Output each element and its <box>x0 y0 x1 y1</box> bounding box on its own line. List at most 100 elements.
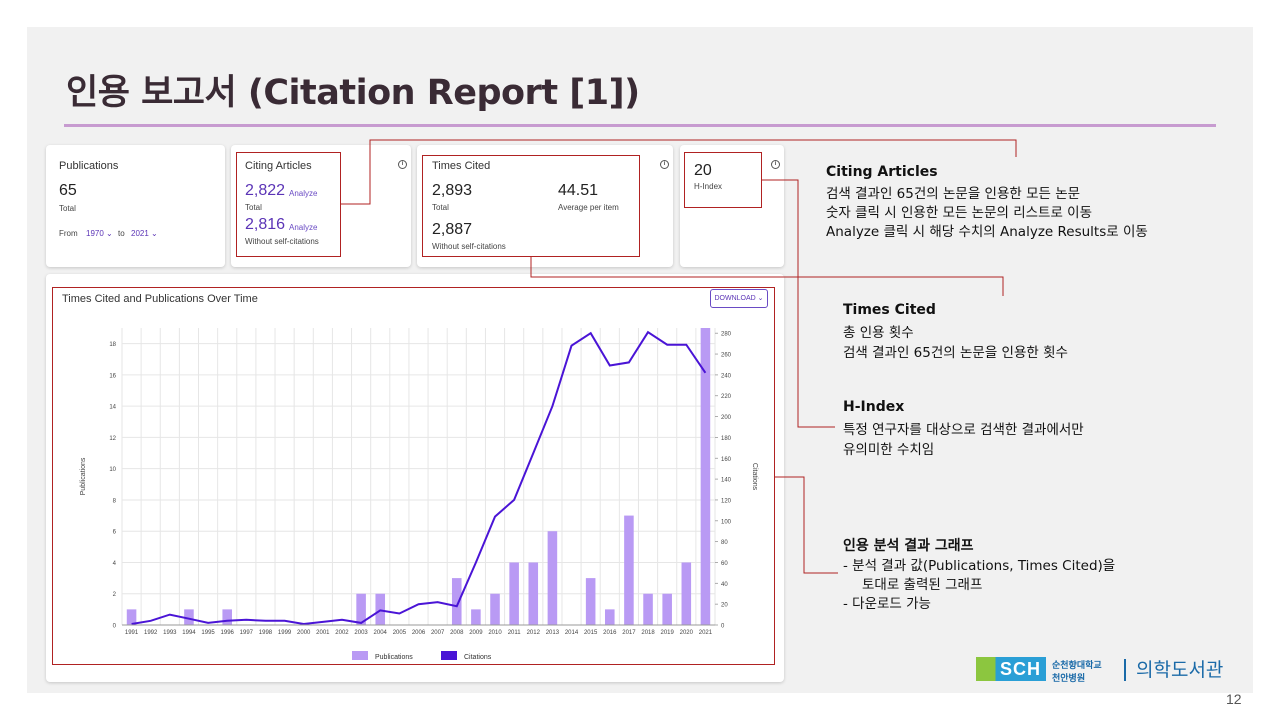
title-underline <box>64 124 1216 127</box>
download-button[interactable]: DOWNLOAD ⌄ <box>710 289 768 308</box>
note-citing-line: 숫자 클릭 시 인용한 모든 논문의 리스트로 이동 <box>826 205 1093 221</box>
times-cited-average-value: 44.51 <box>558 182 599 199</box>
times-cited-without-value[interactable]: 2,887 <box>432 221 473 238</box>
bar-publications-2003 <box>356 593 366 625</box>
y-tick-label: 0 <box>113 624 117 630</box>
x-tick-label: 2002 <box>335 630 349 636</box>
hindex-highlight-box <box>684 152 762 208</box>
citing-analyze-link[interactable]: Analyze <box>289 189 318 198</box>
info-icon[interactable]: i <box>771 160 780 169</box>
from-year-select[interactable]: 1970 ⌄ <box>86 229 113 238</box>
citing-label: Citing Articles <box>245 160 312 172</box>
x-tick-label: 2019 <box>660 630 674 636</box>
page-number: 12 <box>1226 691 1242 707</box>
times-cited-highlight-box <box>422 155 640 257</box>
slide-title: 인용 보고서 (Citation Report [1]) <box>66 73 640 113</box>
times-cited-total-value[interactable]: 2,893 <box>432 182 473 199</box>
citing-highlight-box <box>236 152 341 257</box>
line-citations <box>131 330 707 626</box>
info-icon[interactable]: i <box>398 160 407 169</box>
citing-without-analyze-link[interactable]: Analyze <box>289 223 318 232</box>
x-tick-label: 1992 <box>144 630 158 636</box>
connector-hindex <box>762 179 835 428</box>
citing-total-value[interactable]: 2,822 <box>245 182 286 199</box>
x-tick-label: 2008 <box>450 630 464 636</box>
y-tick-label: 18 <box>109 342 116 348</box>
x-tick-label: 2001 <box>316 630 330 636</box>
x-tick-label: 1997 <box>240 630 254 636</box>
y2-tick-label: 160 <box>721 457 732 463</box>
times-cited-without-label: Without self-citations <box>432 242 506 251</box>
chart-title: Times Cited and Publications Over Time <box>62 293 258 305</box>
y-tick-label: 12 <box>109 436 116 442</box>
to-label: to <box>118 229 125 238</box>
y2-tick-label: 200 <box>721 415 732 421</box>
y2-tick-label: 280 <box>721 332 732 338</box>
x-tick-label: 2012 <box>527 630 541 636</box>
x-tick-label: 1991 <box>125 630 139 636</box>
note-hindex-line: 특정 연구자를 대상으로 검색한 결과에서만 <box>843 422 1084 438</box>
y-axis-title: Publications <box>80 457 87 495</box>
times-cited-total-label: Total <box>432 203 449 212</box>
y-tick-label: 8 <box>113 498 117 504</box>
x-tick-label: 1998 <box>259 630 273 636</box>
connector-graph <box>775 476 838 574</box>
x-tick-label: 2015 <box>584 630 598 636</box>
hindex-card <box>680 145 784 267</box>
x-tick-label: 2017 <box>622 630 636 636</box>
x-tick-label: 2004 <box>374 630 388 636</box>
x-tick-label: 2016 <box>603 630 617 636</box>
x-tick-label: 2013 <box>546 630 560 636</box>
legend-swatch-citations <box>441 651 457 660</box>
to-year-select[interactable]: 2021 ⌄ <box>131 229 158 238</box>
bar-publications-2010 <box>490 593 500 625</box>
y2-tick-label: 0 <box>721 624 725 630</box>
info-icon[interactable]: i <box>660 160 669 169</box>
citing-without-value[interactable]: 2,816 <box>245 216 286 233</box>
x-tick-label: 2003 <box>354 630 368 636</box>
y2-tick-label: 20 <box>721 603 728 609</box>
publications-total-label: Total <box>59 204 76 213</box>
chevron-down-icon: ⌄ <box>151 229 158 238</box>
x-tick-label: 2010 <box>488 630 502 636</box>
note-times-cited-line: 총 인용 횟수 <box>843 325 914 341</box>
from-year-value: 1970 <box>86 229 104 238</box>
y2-tick-label: 240 <box>721 373 732 379</box>
bar-publications-2021 <box>700 328 711 625</box>
connector-times-cited <box>530 257 1004 296</box>
bar-publications-2004 <box>375 593 386 625</box>
logo-library-name: 의학도서관 <box>1136 659 1224 681</box>
to-year-value: 2021 <box>131 229 149 238</box>
y-tick-label: 4 <box>113 561 117 567</box>
chevron-down-icon: ⌄ <box>757 295 764 302</box>
note-citing-line: 검색 결과인 65건의 논문을 인용한 모든 논문 <box>826 186 1081 202</box>
logo-divider <box>1124 659 1126 681</box>
bar-publications-2019 <box>662 593 672 625</box>
legend-swatch-publications <box>352 651 368 660</box>
y2-tick-label: 100 <box>721 519 732 525</box>
citing-total-label: Total <box>245 203 262 212</box>
publications-label: Publications <box>59 160 119 172</box>
connector-citing <box>341 139 1017 205</box>
bar-publications-2017 <box>624 515 634 625</box>
bar-publications-1996 <box>222 609 232 625</box>
note-times-cited-title: Times Cited <box>843 302 936 318</box>
times-cited-label: Times Cited <box>432 160 491 172</box>
note-citing-line: Analyze 클릭 시 해당 수치의 Analyze Results로 이동 <box>826 224 1148 240</box>
citing-articles-card <box>231 145 411 267</box>
bar-publications-2008 <box>451 578 462 625</box>
from-label: From <box>59 229 78 238</box>
y-tick-label: 2 <box>113 592 117 598</box>
note-citing-title: Citing Articles <box>826 164 938 180</box>
x-tick-label: 1996 <box>221 630 235 636</box>
times-cited-card <box>417 145 673 267</box>
x-tick-label: 1993 <box>163 630 177 636</box>
y2-axis-title: Citations <box>751 463 758 491</box>
y2-tick-label: 80 <box>721 540 728 546</box>
x-tick-label: 2000 <box>297 630 311 636</box>
y2-tick-label: 220 <box>721 394 732 400</box>
y2-tick-label: 120 <box>721 498 732 504</box>
x-tick-label: 2021 <box>699 630 713 636</box>
download-label: DOWNLOAD <box>714 295 756 302</box>
